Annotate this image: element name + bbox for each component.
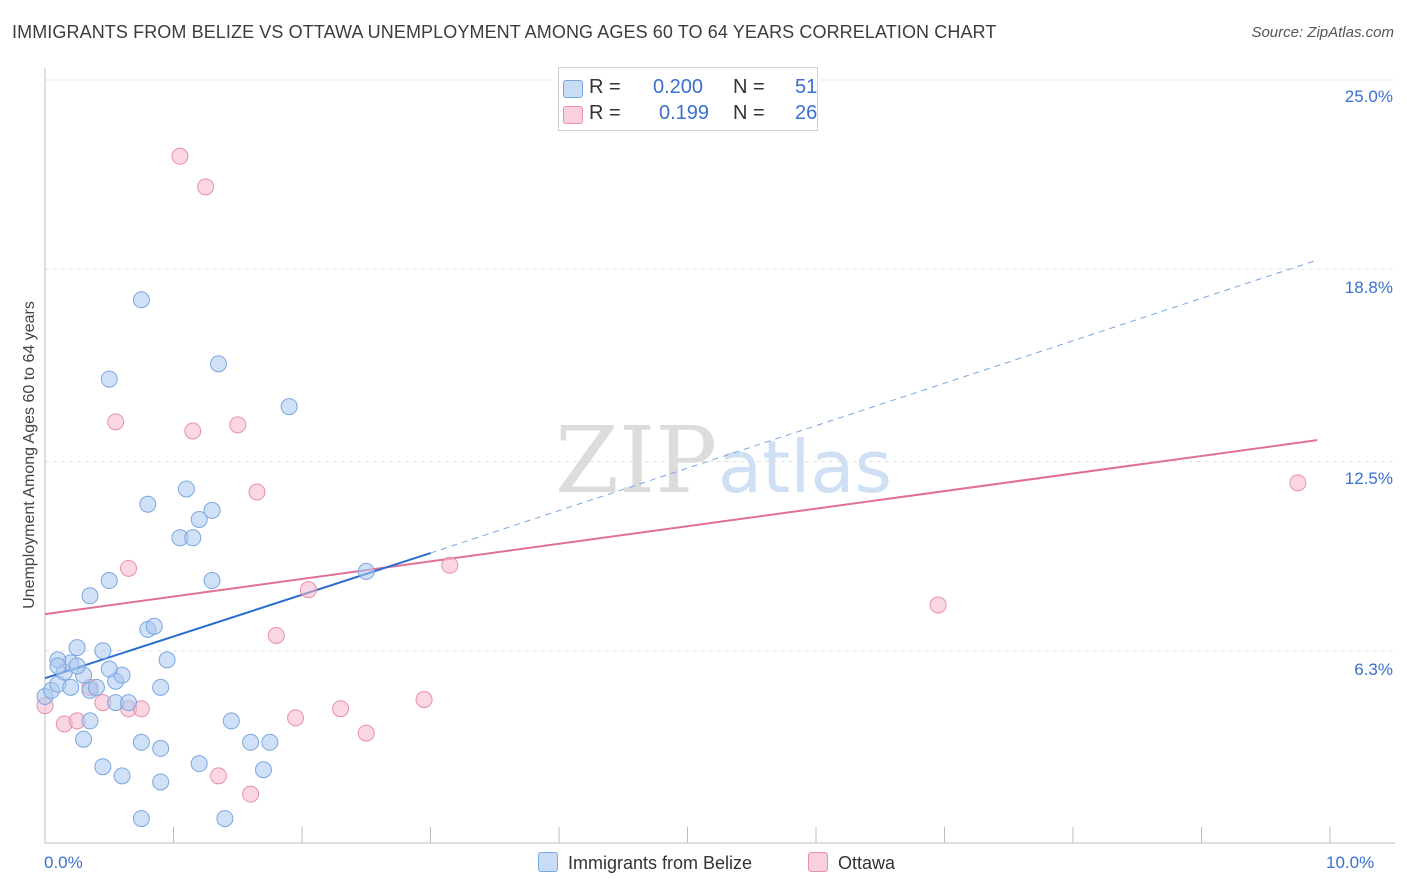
- belize-point: [139, 495, 157, 513]
- belize-point: [209, 355, 227, 373]
- y-axis-label: Unemployment Among Ages 60 to 64 years: [21, 301, 38, 609]
- belize-point: [94, 758, 112, 776]
- ottawa-point: [171, 147, 189, 165]
- ottawa-point: [107, 413, 125, 431]
- legend-n-value: 26: [795, 102, 818, 124]
- y-tick-label-12-5: 12.5%: [1344, 469, 1393, 488]
- belize-point: [152, 678, 170, 696]
- belize-point: [120, 694, 138, 712]
- x-tick-label-min: 0.0%: [44, 853, 83, 872]
- bottom-legend-ottawa: Ottawa: [808, 852, 895, 874]
- belize-point: [184, 529, 202, 547]
- ottawa-point: [209, 767, 227, 785]
- legend-r-label: R =: [589, 102, 621, 124]
- belize-point: [158, 651, 176, 669]
- ottawa-point: [184, 422, 202, 440]
- legend-n-label: N =: [733, 76, 765, 98]
- belize-point: [152, 739, 170, 757]
- ottawa-trend-line: [44, 439, 1318, 616]
- legend-r-value: 0.199: [659, 102, 710, 124]
- bottom-legend-label-ottawa: Ottawa: [838, 853, 896, 873]
- belize-point: [113, 767, 131, 785]
- belize-point: [254, 761, 272, 779]
- belize-point: [62, 678, 80, 696]
- belize-point: [100, 660, 118, 678]
- y-tick-label-18-8: 18.8%: [1344, 278, 1393, 297]
- ottawa-point: [267, 626, 285, 644]
- belize-point: [132, 810, 150, 828]
- legend-swatch-ottawa: [563, 106, 583, 124]
- watermark-atlas: atlas: [718, 425, 892, 509]
- legend-r-label: R =: [589, 76, 621, 98]
- bottom-legend-label-belize: Immigrants from Belize: [568, 853, 753, 873]
- watermark-zip: ZIP: [555, 407, 717, 514]
- belize-point: [261, 733, 279, 751]
- ottawa-point: [441, 556, 459, 574]
- belize-point: [190, 755, 208, 773]
- belize-point: [145, 617, 163, 635]
- legend-swatch-belize: [563, 80, 583, 98]
- belize-point: [68, 639, 86, 657]
- ottawa-point: [287, 709, 305, 727]
- belize-point: [100, 572, 118, 590]
- bottom-legend-belize: Immigrants from Belize: [538, 852, 752, 874]
- ottawa-point: [120, 559, 138, 577]
- ottawa-point: [357, 724, 375, 742]
- belize-point: [132, 291, 150, 309]
- belize-point: [94, 642, 112, 660]
- axes: [44, 68, 1395, 844]
- belize-point: [152, 773, 170, 791]
- legend-n-label: N =: [733, 102, 765, 124]
- ottawa-point: [242, 785, 260, 803]
- y-tick-label-6-3: 6.3%: [1354, 660, 1393, 679]
- grid-lines: [45, 79, 1395, 652]
- belize-point: [81, 712, 99, 730]
- ottawa-point: [332, 700, 350, 718]
- y-tick-label-25-0: 25.0%: [1344, 87, 1393, 106]
- ottawa-point: [1289, 474, 1307, 492]
- legend-n-value: 51: [795, 76, 818, 98]
- source-label: Source: ZipAtlas.com: [1251, 24, 1394, 41]
- chart-title: IMMIGRANTS FROM BELIZE VS OTTAWA UNEMPLO…: [12, 22, 997, 42]
- stats-legend: R = 0.200 N = 51 R = 0.199 N = 26: [558, 67, 818, 131]
- legend-r-value: 0.200: [653, 76, 704, 98]
- x-tick-label-max: 10.0%: [1326, 853, 1375, 872]
- belize-point: [203, 501, 221, 519]
- bottom-legend-swatch-ottawa: [808, 852, 828, 872]
- belize-point: [87, 678, 105, 696]
- belize-point: [216, 810, 234, 828]
- belize-point: [190, 510, 208, 528]
- ottawa-point: [248, 483, 266, 501]
- belize-point: [280, 398, 298, 416]
- belize-point: [132, 733, 150, 751]
- ottawa-point: [197, 178, 215, 196]
- belize-point: [203, 572, 221, 590]
- ottawa-point: [229, 416, 247, 434]
- belize-point: [100, 370, 118, 388]
- ottawa-point: [299, 581, 317, 599]
- belize-point: [75, 730, 93, 748]
- belize-point: [177, 480, 195, 498]
- belize-points: [36, 291, 375, 828]
- belize-point: [68, 657, 86, 675]
- belize-point: [357, 562, 375, 580]
- ottawa-point: [929, 596, 947, 614]
- bottom-legend-swatch-belize: [538, 852, 558, 872]
- belize-point: [222, 712, 240, 730]
- belize-point: [242, 733, 260, 751]
- ottawa-point: [415, 691, 433, 709]
- belize-trend-extension: [430, 259, 1318, 554]
- belize-point: [81, 587, 99, 605]
- belize-point: [49, 657, 67, 675]
